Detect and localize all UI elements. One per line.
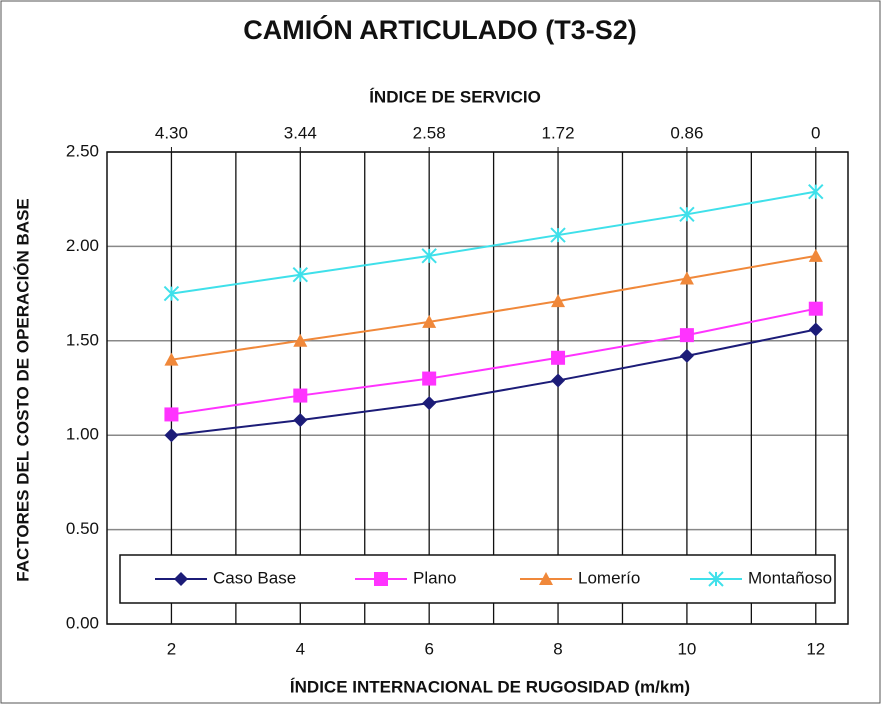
y-tick-label: 0.50 xyxy=(66,519,99,538)
plot-border xyxy=(106,151,849,625)
x-tick-label: 10 xyxy=(677,639,696,658)
marker xyxy=(679,348,694,363)
marker xyxy=(293,333,308,347)
marker xyxy=(551,350,566,365)
y-tick-label: 1.00 xyxy=(66,425,99,444)
legend-label: Caso Base xyxy=(213,568,296,587)
y-tick-label: 1.50 xyxy=(66,330,99,349)
x2-tick-label: 0 xyxy=(811,123,820,142)
chart-title: CAMIÓN ARTICULADO (T3-S2) xyxy=(243,14,636,45)
series-line xyxy=(171,307,816,416)
marker xyxy=(292,267,309,283)
marker xyxy=(551,294,566,308)
marker xyxy=(539,572,553,585)
series-line xyxy=(171,254,816,361)
series-line xyxy=(171,328,816,437)
legend-label: Plano xyxy=(413,568,456,587)
x2-tick-label: 3.44 xyxy=(284,123,317,142)
series-line xyxy=(171,190,816,295)
marker xyxy=(808,183,824,200)
marker xyxy=(293,413,308,428)
marker xyxy=(374,572,388,586)
marker xyxy=(422,371,437,386)
marker xyxy=(174,572,188,586)
marker xyxy=(679,206,695,223)
y-tick-label: 2.00 xyxy=(66,236,99,255)
marker xyxy=(293,388,308,403)
plot-area xyxy=(107,152,848,624)
marker xyxy=(422,396,437,411)
x2-tick-label: 1.72 xyxy=(541,123,574,142)
marker xyxy=(808,301,823,316)
x2-tick-label: 0.86 xyxy=(670,123,703,142)
x2-tick-label: 2.58 xyxy=(413,123,446,142)
marker xyxy=(421,248,437,264)
y-tick-label: 2.50 xyxy=(66,141,99,160)
x2-axis-label: ÍNDICE DE SERVICIO xyxy=(369,87,541,106)
x-tick-label: 6 xyxy=(424,639,433,658)
marker xyxy=(551,373,566,388)
x-axis-label: ÍNDICE INTERNACIONAL DE RUGOSIDAD (m/km) xyxy=(290,677,690,696)
x-tick-label: 4 xyxy=(296,639,305,658)
marker xyxy=(679,328,694,343)
y-axis-label: FACTORES DEL COSTO DE OPERACIÓN BASE xyxy=(13,198,32,582)
marker xyxy=(163,285,180,302)
marker xyxy=(164,352,179,366)
legend-label: Lomerío xyxy=(578,568,640,587)
marker xyxy=(164,428,179,443)
marker xyxy=(708,571,724,587)
marker xyxy=(164,407,179,422)
marker xyxy=(679,271,694,285)
y-tick-label: 0.00 xyxy=(66,613,99,632)
marker xyxy=(808,322,823,337)
x-tick-label: 12 xyxy=(806,639,825,658)
marker xyxy=(808,248,823,262)
x-tick-label: 2 xyxy=(167,639,176,658)
marker xyxy=(422,314,437,328)
x2-tick-label: 4.30 xyxy=(155,123,188,142)
marker xyxy=(550,227,566,243)
legend-label: Montañoso xyxy=(748,568,832,587)
x-tick-label: 8 xyxy=(553,639,562,658)
